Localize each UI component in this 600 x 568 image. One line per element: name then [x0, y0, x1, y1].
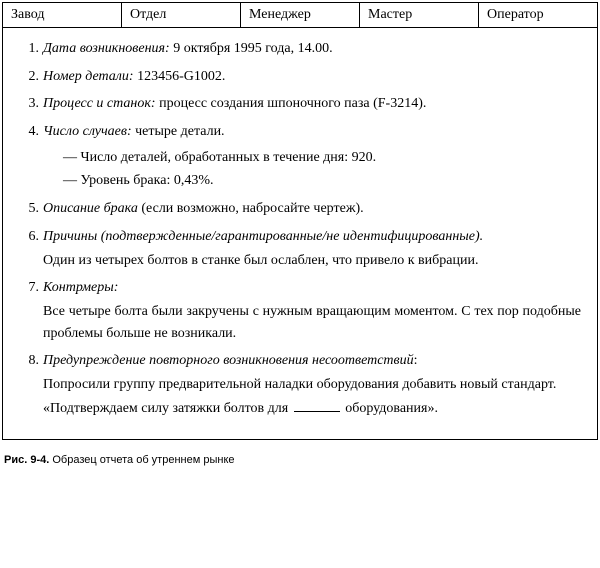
item-8-quote-post: оборудования».	[345, 401, 438, 416]
item-8-body: Попросили группу предварительной наладки…	[43, 374, 581, 396]
header-c5: Оператор	[479, 3, 597, 27]
item-6-label: Причины (подтвержденные/гарантированные/…	[43, 229, 483, 244]
item-4-sub2: — Уровень брака: 0,43%.	[63, 170, 581, 192]
item-4-sub1: — Число деталей, обработанных в течение …	[63, 147, 581, 169]
item-5: Описание брака (если возможно, набросайт…	[43, 198, 581, 220]
item-2-value: 123456-G1002.	[137, 69, 225, 84]
report-body: Дата возникновения: 9 октября 1995 года,…	[3, 28, 597, 439]
item-6: Причины (подтвержденные/гарантированные/…	[43, 226, 581, 271]
item-3-value: процесс создания шпоночного паза (F-3214…	[159, 96, 426, 111]
item-3: Процесс и станок: процесс создания шпоно…	[43, 93, 581, 115]
item-8-quote: «Подтверждаем силу затяжки болтов для об…	[43, 398, 581, 420]
item-2-label: Номер детали:	[43, 69, 134, 84]
item-8: Предупреждение повторного возникновения …	[43, 350, 581, 419]
header-c4: Мастер	[360, 3, 479, 27]
header-c2: Отдел	[122, 3, 241, 27]
item-7-label: Контрмеры:	[43, 280, 118, 295]
report-container: Завод Отдел Менеджер Мастер Оператор Дат…	[2, 2, 598, 440]
item-1: Дата возникновения: 9 октября 1995 года,…	[43, 38, 581, 60]
item-4: Число случаев: четыре детали. — Число де…	[43, 121, 581, 192]
blank-line	[294, 411, 340, 412]
item-5-label: Описание брака	[43, 201, 138, 216]
header-row: Завод Отдел Менеджер Мастер Оператор	[3, 3, 597, 28]
item-3-label: Процесс и станок:	[43, 96, 156, 111]
header-c1: Завод	[3, 3, 122, 27]
item-5-value: (если возможно, набросайте чертеж).	[141, 201, 363, 216]
item-7-body: Все четыре болта были закручены с нужным…	[43, 301, 581, 344]
item-1-label: Дата возникновения:	[43, 41, 170, 56]
item-4-label: Число случаев:	[43, 124, 132, 139]
item-7: Контрмеры: Все четыре болта были закруче…	[43, 277, 581, 344]
figure-caption: Рис. 9-4. Образец отчета об утреннем рын…	[4, 454, 596, 466]
item-4-value: четыре детали.	[135, 124, 224, 139]
item-8-label: Предупреждение повторного возникновения …	[43, 353, 414, 368]
item-list: Дата возникновения: 9 октября 1995 года,…	[19, 38, 581, 419]
item-6-body: Один из четырех болтов в станке был осла…	[43, 250, 581, 272]
item-4-sublist: — Число деталей, обработанных в течение …	[43, 147, 581, 192]
item-1-value: 9 октября 1995 года, 14.00.	[173, 41, 332, 56]
figure-text: Образец отчета об утреннем рынке	[52, 454, 234, 466]
item-8-colon: :	[414, 353, 418, 368]
item-8-quote-pre: «Подтверждаем силу затяжки болтов для	[43, 401, 288, 416]
header-c3: Менеджер	[241, 3, 360, 27]
figure-number: Рис. 9-4.	[4, 454, 49, 466]
item-2: Номер детали: 123456-G1002.	[43, 66, 581, 88]
